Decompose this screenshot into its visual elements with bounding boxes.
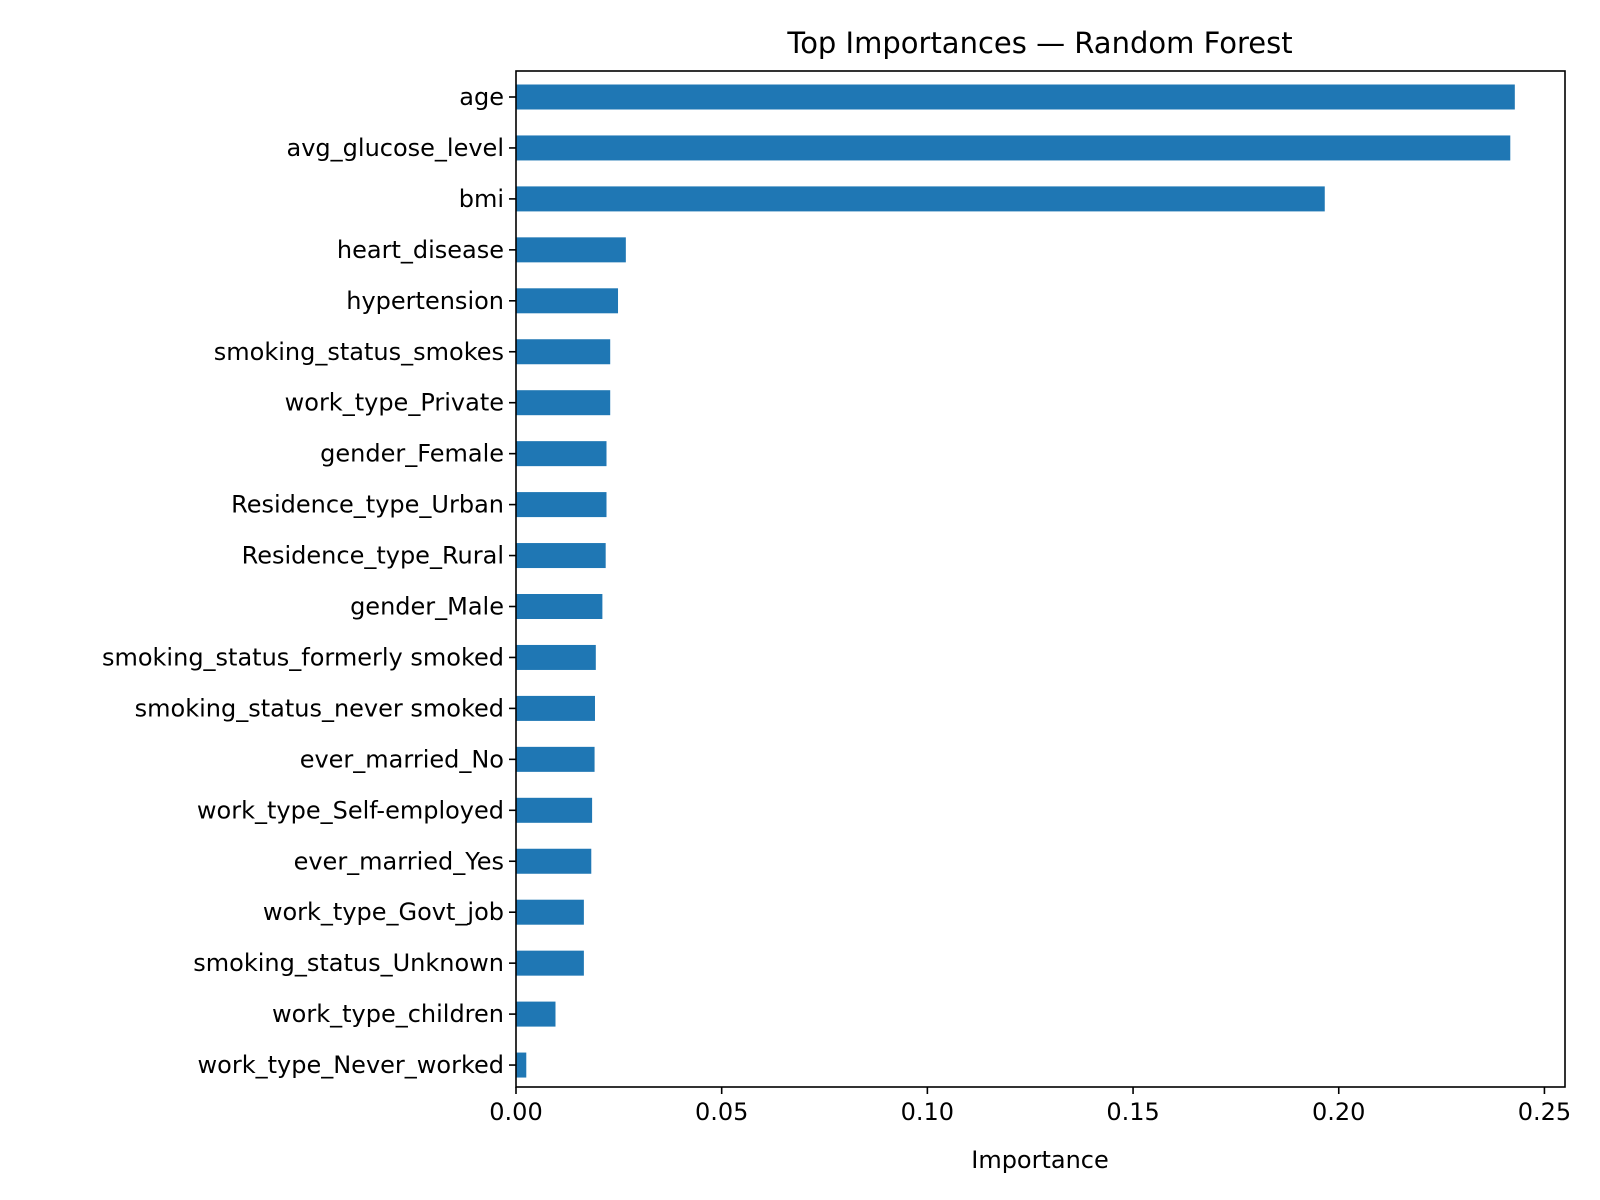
bar-smoking-status-smokes: [516, 339, 611, 365]
y-tick-label: heart_disease: [337, 236, 504, 264]
bar-smoking-status-unknown: [516, 950, 584, 976]
y-tick-label: ever_married_Yes: [294, 847, 504, 875]
y-tick-label: smoking_status_Unknown: [193, 949, 504, 977]
bar-bmi: [516, 186, 1325, 212]
y-tick-label: ever_married_No: [300, 745, 504, 773]
x-tick-label: 0.15: [1106, 1098, 1159, 1126]
x-axis-label: Importance: [971, 1146, 1109, 1174]
bar-smoking-status-never-smoked: [516, 695, 595, 721]
chart-title: Top Importances — Random Forest: [786, 26, 1292, 60]
bar-work-type-self-employed: [516, 797, 593, 823]
bar-residence-type-urban: [516, 492, 607, 518]
bar-work-type-children: [516, 1001, 556, 1027]
x-tick-label: 0.25: [1518, 1098, 1571, 1126]
y-tick-label: work_type_children: [272, 1000, 504, 1028]
bar-ever-married-yes: [516, 848, 592, 874]
x-ticks: 0.00 0.05 0.10 0.15 0.20 0.25: [489, 1087, 1571, 1126]
y-tick-label: smoking_status_never smoked: [135, 694, 504, 722]
y-tick-label: Residence_type_Urban: [231, 491, 504, 519]
x-tick-label: 0.20: [1312, 1098, 1365, 1126]
y-tick-label: bmi: [459, 185, 504, 213]
bar-smoking-status-formerly-smoked: [516, 644, 596, 670]
bar-work-type-private: [516, 390, 611, 416]
y-tick-label: hypertension: [346, 287, 504, 315]
x-tick-label: 0.05: [695, 1098, 748, 1126]
x-tick-label: 0.10: [901, 1098, 954, 1126]
bar-gender-female: [516, 441, 607, 467]
y-tick-label: smoking_status_formerly smoked: [102, 643, 504, 671]
y-tick-label: Residence_type_Rural: [242, 542, 504, 570]
plot-frame: [515, 70, 1566, 1088]
bar-work-type-govt-job: [516, 899, 584, 925]
y-tick-label: work_type_Never_worked: [198, 1051, 504, 1079]
y-tick-label: smoking_status_smokes: [214, 338, 504, 366]
bar-ever-married-no: [516, 746, 595, 772]
y-tick-label: gender_Male: [350, 593, 504, 621]
bar-gender-male: [516, 594, 603, 619]
y-tick-label: work_type_Private: [285, 389, 504, 417]
bar-hypertension: [516, 288, 619, 314]
y-tick-label: work_type_Govt_job: [263, 898, 504, 926]
y-tick-label: avg_glucose_level: [287, 134, 504, 162]
bars-group: [516, 84, 1515, 1078]
y-tick-label: gender_Female: [320, 440, 504, 468]
bar-age: [516, 84, 1515, 110]
bar-work-type-never-worked: [516, 1052, 527, 1078]
bar-heart-disease: [516, 237, 626, 263]
x-tick-label: 0.00: [489, 1098, 542, 1126]
y-tick-label: age: [459, 83, 504, 111]
y-tick-label: work_type_Self-employed: [197, 796, 504, 824]
bar-avg-glucose-level: [516, 135, 1511, 161]
bar-residence-type-rural: [516, 543, 606, 569]
